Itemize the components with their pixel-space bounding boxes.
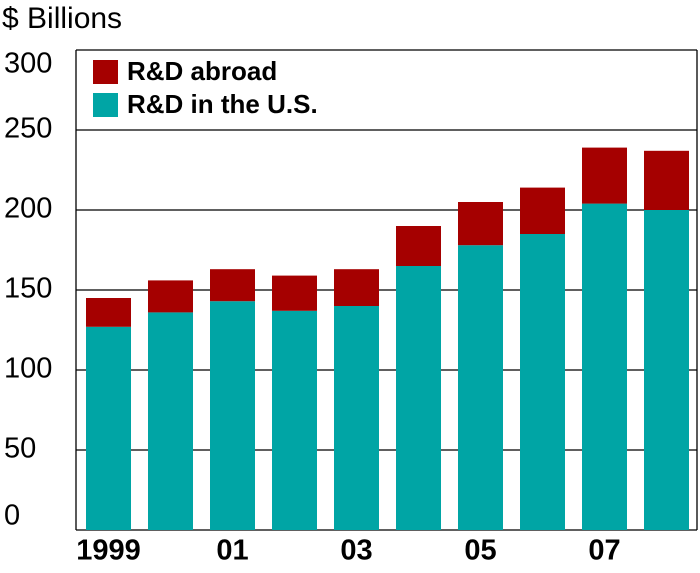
bar-segment xyxy=(520,234,565,530)
bar-segment xyxy=(148,280,193,313)
y-tick-label: 300 xyxy=(4,48,52,80)
bar-segment xyxy=(272,275,317,311)
bar-segment xyxy=(210,301,255,530)
bar-segment xyxy=(86,326,131,530)
bar-segment xyxy=(644,210,689,530)
x-tick-label: 03 xyxy=(340,535,372,567)
chart-title: $ Billions xyxy=(2,2,122,35)
legend-swatch xyxy=(93,93,118,117)
bar-segment xyxy=(458,202,503,246)
bar-segment xyxy=(86,298,131,327)
x-tick-label: 01 xyxy=(216,535,248,567)
x-tick-label: 05 xyxy=(464,535,496,567)
bar-segment xyxy=(210,269,255,302)
bar-segment xyxy=(644,150,689,210)
bar-segment xyxy=(148,312,193,530)
bar-segment xyxy=(520,187,565,234)
x-tick-label: 07 xyxy=(588,535,620,567)
y-tick-label: 250 xyxy=(4,113,52,145)
bar-segment xyxy=(458,245,503,530)
legend-label: R&D in the U.S. xyxy=(127,89,318,119)
bar-segment xyxy=(396,226,441,266)
y-tick-label: 50 xyxy=(4,433,36,465)
bar-segment xyxy=(334,269,379,306)
y-tick-label: 150 xyxy=(4,273,52,305)
bar-segment xyxy=(396,266,441,530)
y-tick-label: 0 xyxy=(4,500,20,532)
bar-segment xyxy=(582,147,627,204)
y-tick-label: 200 xyxy=(4,193,52,225)
legend-label: R&D abroad xyxy=(127,56,277,86)
x-tick-label: 1999 xyxy=(76,535,141,567)
y-tick-label: 100 xyxy=(4,353,52,385)
bar-segment xyxy=(272,310,317,530)
bar-segment xyxy=(334,306,379,530)
legend-swatch xyxy=(93,60,118,84)
bar-segment xyxy=(582,203,627,530)
